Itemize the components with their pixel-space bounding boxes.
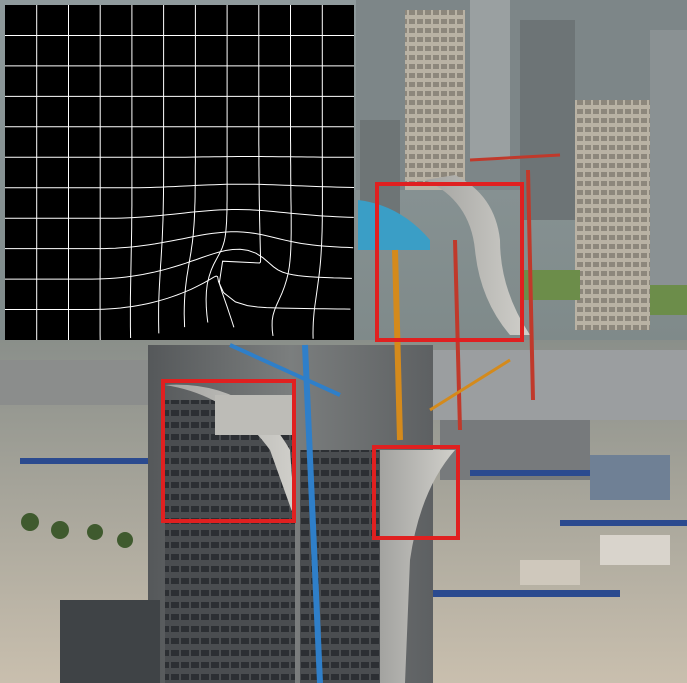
highlight-box-top-right — [375, 182, 524, 342]
highlight-box-left — [161, 379, 296, 523]
grid-vertical-line — [129, 5, 133, 339]
distant-skyline — [356, 0, 687, 330]
grid-vertical-line — [183, 5, 196, 328]
grid-horizontal-line — [5, 275, 351, 310]
grid-horizontal-line — [5, 156, 354, 158]
grid-vertical-line — [271, 5, 292, 336]
grid-vertical-line — [218, 5, 262, 328]
grid-horizontal-line — [5, 209, 354, 219]
grid-lines — [5, 5, 355, 341]
distortion-grid-panel — [5, 5, 355, 341]
grid-horizontal-line — [5, 231, 354, 250]
highlight-boxes — [161, 182, 524, 540]
grid-vertical-line — [312, 5, 323, 339]
grid-vertical-line — [205, 5, 228, 323]
highlight-box-right — [372, 445, 460, 540]
grid-horizontal-line — [5, 248, 352, 280]
twisted-tower-top — [425, 175, 530, 335]
grid-vertical-line — [158, 5, 165, 334]
main-tower — [60, 345, 455, 683]
grid-horizontal-line — [5, 183, 355, 189]
palm-trees — [21, 513, 133, 548]
cranes — [229, 153, 561, 683]
lawn-right — [650, 285, 687, 315]
